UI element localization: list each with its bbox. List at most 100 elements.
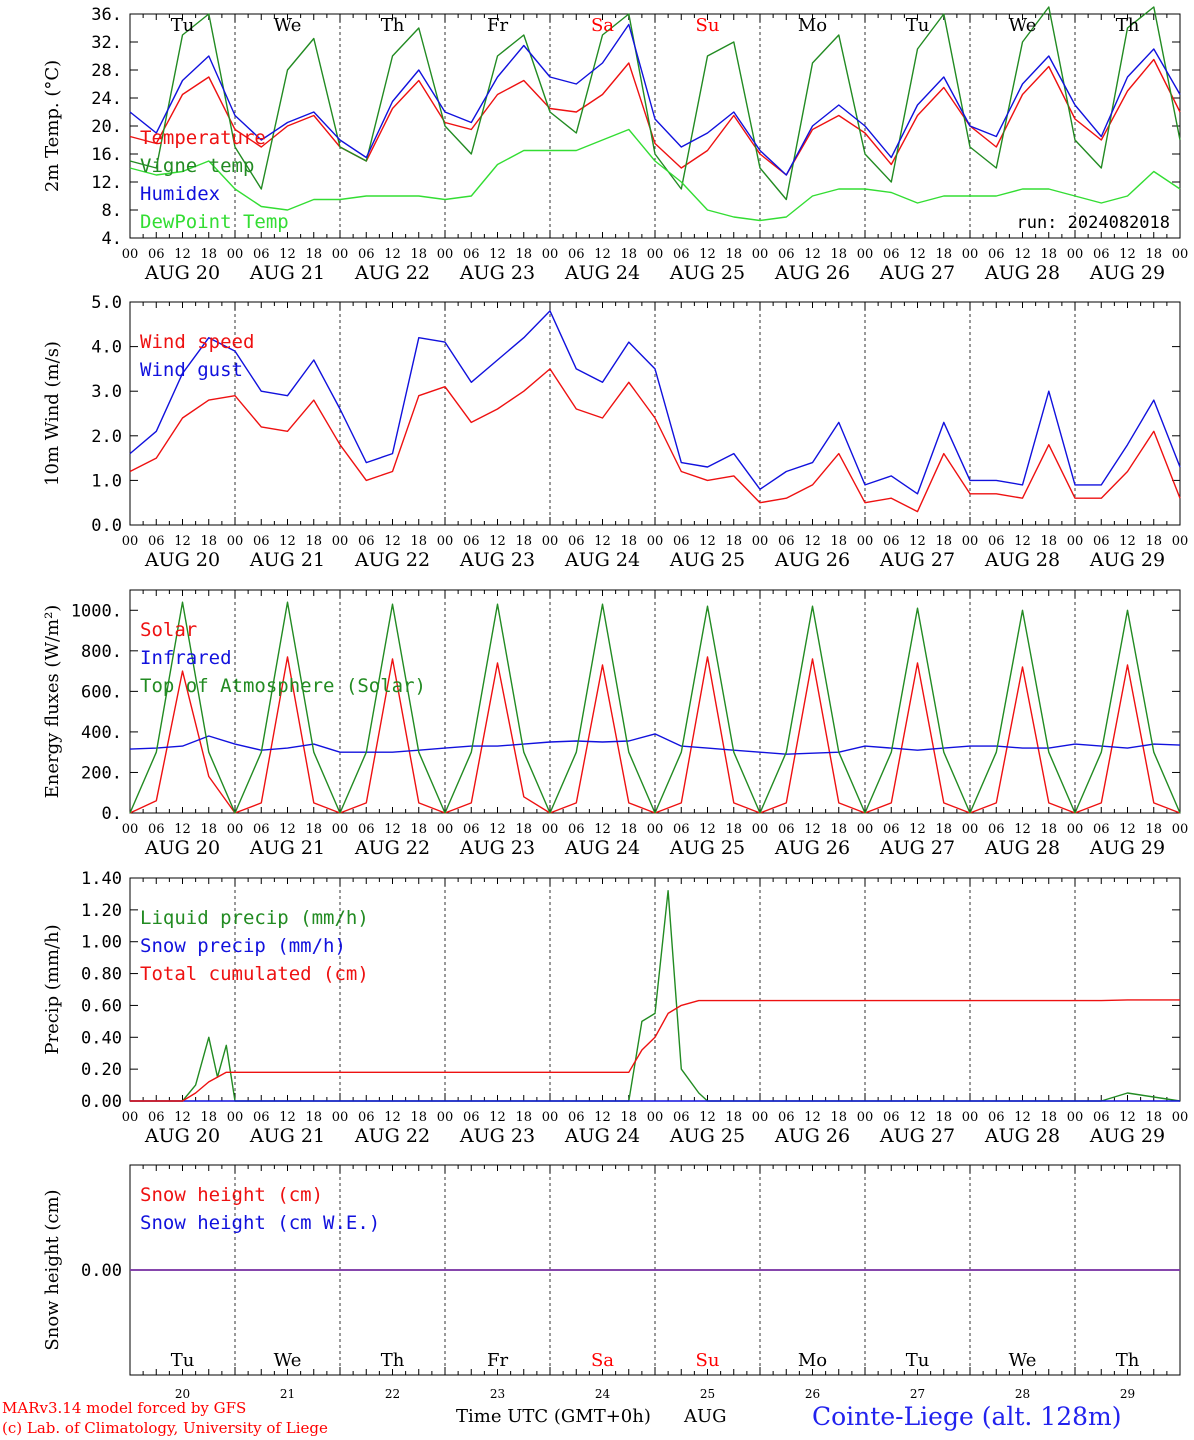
hour-tick-label: 06 (358, 1110, 375, 1125)
hour-tick-label: 06 (148, 1110, 165, 1125)
hour-tick-label: 00 (962, 247, 979, 262)
hour-tick-label: 00 (752, 534, 769, 549)
day-number-label: 21 (280, 1387, 295, 1401)
hour-tick-label: 18 (725, 534, 742, 549)
hour-tick-label: 06 (778, 247, 795, 262)
hour-tick-label: 06 (673, 822, 690, 837)
day-number-label: 28 (1015, 1387, 1030, 1401)
hour-tick-label: 18 (935, 1110, 952, 1125)
hour-tick-label: 18 (1145, 534, 1162, 549)
series-line-2 (130, 999, 1180, 1102)
hour-tick-label: 06 (253, 247, 270, 262)
hour-tick-label: 12 (1014, 822, 1031, 837)
hour-tick-label: 12 (594, 534, 611, 549)
hour-tick-label: 00 (962, 534, 979, 549)
y-tick-label: 0.80 (81, 965, 122, 985)
hour-tick-label: 18 (200, 822, 217, 837)
hour-tick-label: 06 (1093, 1110, 1110, 1125)
date-label: AUG 21 (249, 1125, 325, 1147)
day-name-label: Su (696, 15, 720, 36)
day-name-label: Sa (591, 15, 614, 36)
date-label: AUG 25 (669, 1125, 745, 1147)
hour-tick-label: 06 (988, 247, 1005, 262)
date-label: AUG 28 (984, 262, 1060, 284)
day-name-label: Th (1116, 15, 1140, 36)
hour-tick-label: 18 (515, 534, 532, 549)
hour-tick-label: 12 (489, 1110, 506, 1125)
y-axis-label: 2m Temp. (°C) (42, 60, 63, 192)
date-label: AUG 24 (564, 1125, 640, 1147)
y-tick-label: 20. (91, 117, 122, 137)
day-name-label: Fr (487, 15, 508, 36)
y-tick-label: 400. (81, 723, 122, 743)
hour-tick-label: 12 (489, 534, 506, 549)
hour-tick-label: 06 (463, 534, 480, 549)
y-tick-label: 3.0 (91, 382, 122, 402)
hour-tick-label: 06 (778, 822, 795, 837)
hour-tick-label: 06 (673, 247, 690, 262)
hour-tick-label: 00 (857, 247, 874, 262)
hour-tick-label: 06 (148, 247, 165, 262)
legend-entry: Snow height (cm W.E.) (140, 1212, 380, 1234)
hour-tick-label: 06 (778, 534, 795, 549)
hour-tick-label: 18 (1040, 534, 1057, 549)
date-label: AUG 26 (774, 262, 850, 284)
date-label: AUG 22 (354, 262, 430, 284)
y-tick-label: 24. (91, 89, 122, 109)
hour-tick-label: 18 (1040, 247, 1057, 262)
hour-tick-label: 06 (253, 534, 270, 549)
day-number-label: 29 (1120, 1387, 1135, 1401)
date-label: AUG 20 (144, 549, 220, 571)
day-name-label: We (1009, 1350, 1037, 1371)
legend-entry: Top of Atmosphere (Solar) (140, 675, 426, 697)
hour-tick-label: 12 (279, 822, 296, 837)
day-name-label: Sa (591, 1350, 614, 1371)
hour-tick-label: 06 (358, 247, 375, 262)
hour-tick-label: 00 (332, 1110, 349, 1125)
hour-tick-label: 06 (358, 822, 375, 837)
date-label: AUG 21 (249, 837, 325, 859)
hour-tick-label: 06 (988, 1110, 1005, 1125)
hour-tick-label: 12 (174, 1110, 191, 1125)
date-label: AUG 27 (879, 549, 955, 571)
hour-tick-label: 18 (410, 247, 427, 262)
hour-tick-label: 12 (489, 247, 506, 262)
date-label: AUG 29 (1089, 1125, 1165, 1147)
y-tick-label: 16. (91, 145, 122, 165)
hour-tick-label: 12 (384, 822, 401, 837)
hour-tick-label: 18 (305, 822, 322, 837)
hour-tick-label: 12 (1014, 534, 1031, 549)
series-line-1 (129, 310, 1181, 495)
y-tick-label: 1000. (71, 601, 122, 621)
hour-tick-label: 18 (200, 534, 217, 549)
date-label: AUG 23 (459, 1125, 535, 1147)
hour-tick-label: 00 (1067, 1110, 1084, 1125)
hour-tick-label: 12 (1119, 822, 1136, 837)
legend-entry: Temperature (140, 127, 266, 149)
hour-tick-label: 06 (568, 822, 585, 837)
hour-tick-label: 12 (384, 1110, 401, 1125)
series-line-1 (129, 6, 1181, 201)
day-name-label: Mo (798, 1350, 827, 1371)
hour-tick-label: 06 (883, 534, 900, 549)
legend-entry: Snow height (cm) (140, 1184, 323, 1206)
hour-tick-label: 00 (437, 822, 454, 837)
day-name-label: Tu (906, 15, 930, 36)
day-name-label: We (274, 1350, 302, 1371)
hour-tick-label: 18 (1040, 1110, 1057, 1125)
hour-tick-label: 12 (699, 247, 716, 262)
hour-tick-label: 00 (647, 534, 664, 549)
date-label: AUG 26 (774, 549, 850, 571)
date-label: AUG 27 (879, 262, 955, 284)
hour-tick-label: 00 (227, 822, 244, 837)
hour-tick-label: 00 (962, 1110, 979, 1125)
hour-tick-label: 00 (1172, 822, 1189, 837)
y-tick-label: 0.00 (81, 1261, 122, 1281)
legend-entry: Liquid precip (mm/h) (140, 907, 369, 929)
hour-tick-label: 00 (542, 1110, 559, 1125)
y-tick-label: 0.20 (81, 1060, 122, 1080)
day-number-label: 26 (805, 1387, 820, 1401)
date-label: AUG 29 (1089, 837, 1165, 859)
hour-tick-label: 18 (620, 247, 637, 262)
hour-tick-label: 00 (122, 247, 139, 262)
